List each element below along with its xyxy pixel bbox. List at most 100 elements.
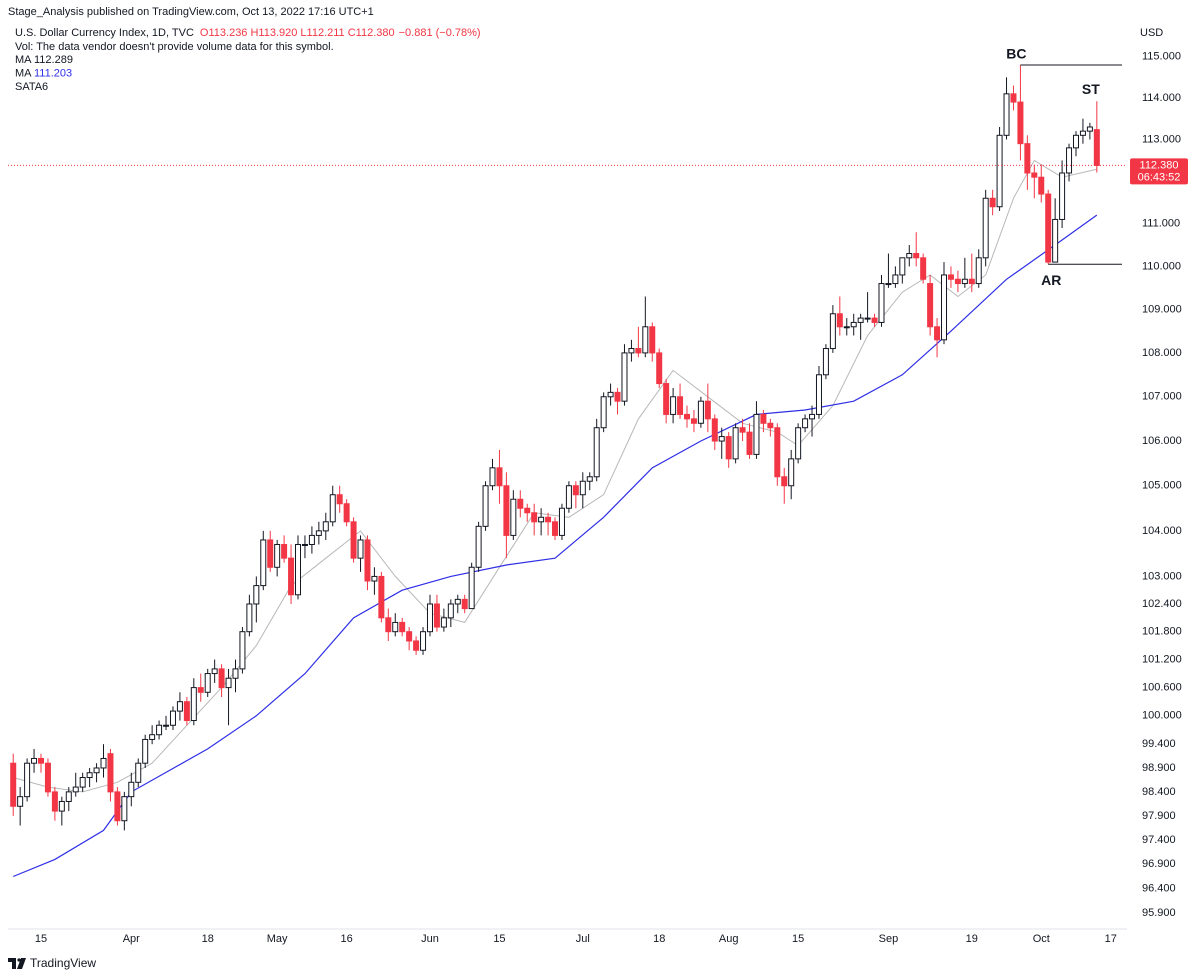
candle-body xyxy=(954,278,961,285)
ohlc: O113.236 H113.920 L112.211 C112.380 xyxy=(200,27,395,39)
candle-body xyxy=(461,598,468,610)
x-tick-label: 17 xyxy=(1105,933,1117,945)
change: −0.881 (−0.78%) xyxy=(399,27,481,39)
candle-body xyxy=(663,383,670,415)
y-tick-label: 100.600 xyxy=(1142,682,1182,694)
candle-body xyxy=(906,253,913,259)
candle-body xyxy=(621,352,628,402)
candle-body xyxy=(364,539,371,582)
candle-body xyxy=(149,734,156,740)
y-tick-label: 97.400 xyxy=(1142,834,1176,846)
logo-dot xyxy=(17,958,21,962)
candle-body xyxy=(690,418,697,424)
candle-body xyxy=(857,317,864,323)
y-tick-label: 98.900 xyxy=(1142,762,1176,774)
candle-body xyxy=(72,786,79,793)
candle-body xyxy=(1086,126,1093,132)
candle-body xyxy=(1059,172,1066,220)
annotation-label: ST xyxy=(1082,81,1100,97)
candle-body xyxy=(565,485,572,509)
y-tick-label: 113.000 xyxy=(1142,133,1181,145)
y-tick-label: 106.000 xyxy=(1142,435,1182,447)
candle-body xyxy=(482,485,489,527)
y-tick-label: 96.900 xyxy=(1142,858,1176,870)
candle-body xyxy=(135,762,142,783)
candle-body xyxy=(10,762,17,807)
y-tick-label: 109.000 xyxy=(1142,303,1182,315)
candle-body xyxy=(385,617,392,633)
candle-body xyxy=(531,512,538,523)
candle-body xyxy=(433,603,440,628)
candle-body xyxy=(510,498,517,536)
candle-body xyxy=(850,321,857,328)
symbol: U.S. Dollar Currency Index, 1D, TVC xyxy=(15,27,194,39)
candle-body xyxy=(982,197,989,259)
candle-body xyxy=(941,274,948,341)
candle-body xyxy=(232,668,239,679)
footer-brand: TradingView xyxy=(30,956,96,970)
candle-body xyxy=(343,503,350,523)
candle-body xyxy=(788,458,795,487)
x-tick-label: Oct xyxy=(1033,933,1050,945)
candle-body xyxy=(308,534,315,545)
candle-body xyxy=(1072,134,1079,149)
footer-logo xyxy=(8,958,26,969)
candle-body xyxy=(732,427,739,460)
y-tick-label: 99.400 xyxy=(1142,738,1176,750)
candle-body xyxy=(475,525,482,568)
candle-body xyxy=(677,396,684,415)
candle-body xyxy=(253,585,260,605)
candle-body xyxy=(288,557,295,596)
candle-body xyxy=(836,313,843,328)
candle-body xyxy=(961,278,968,285)
x-tick-label: 15 xyxy=(493,933,505,945)
candle-body xyxy=(899,257,906,276)
candle-body xyxy=(65,791,72,802)
candle-body xyxy=(683,413,690,420)
candle-body xyxy=(843,326,850,329)
volume-note: Vol: The data vendor doesn't provide vol… xyxy=(15,41,334,53)
candle-body xyxy=(163,724,170,727)
candle-body xyxy=(31,757,38,764)
candle-body xyxy=(1010,93,1017,103)
candle-body xyxy=(142,738,149,764)
candle-body xyxy=(552,521,559,536)
candle-body xyxy=(37,757,44,764)
y-tick-label: 108.000 xyxy=(1142,347,1182,359)
candle-body xyxy=(593,427,600,478)
publisher-note: Stage_Analysis published on TradingView.… xyxy=(8,6,374,18)
candle-body xyxy=(225,677,232,689)
y-tick-label: 110.000 xyxy=(1142,260,1181,272)
candle-body xyxy=(815,374,822,415)
candle-body xyxy=(468,566,475,610)
candle-body xyxy=(920,257,927,280)
candle-body xyxy=(1003,93,1010,136)
candle-body xyxy=(1031,172,1038,178)
candle-body xyxy=(281,543,288,559)
candle-body xyxy=(927,283,934,328)
candle-body xyxy=(24,762,31,798)
candle-body xyxy=(169,710,176,726)
x-tick-label: 19 xyxy=(966,933,978,945)
last-price-label: 112.380 xyxy=(1140,159,1179,171)
y-tick-label: 98.400 xyxy=(1142,786,1176,798)
y-tick-label: 104.000 xyxy=(1142,525,1182,537)
candle-body xyxy=(572,485,579,496)
legend-symbol: U.S. Dollar Currency Index, 1D, TVC O113.… xyxy=(15,27,481,39)
logo-icon xyxy=(8,958,26,969)
candle-body xyxy=(1024,143,1031,174)
candle-body xyxy=(670,396,677,415)
candle-body xyxy=(267,539,274,568)
legend-name: SATA xyxy=(15,81,43,93)
candle-body xyxy=(399,621,406,633)
candle-body xyxy=(190,687,197,722)
y-tick-label: 100.000 xyxy=(1142,710,1182,722)
y-tick-label: 101.200 xyxy=(1142,653,1182,665)
candle-body xyxy=(204,673,211,693)
candle-body xyxy=(1038,176,1045,195)
candle-body xyxy=(614,391,621,402)
candle-body xyxy=(420,631,427,651)
moving-average-line xyxy=(13,159,1097,793)
x-tick-label: Aug xyxy=(719,933,739,945)
candle-body xyxy=(336,494,343,505)
